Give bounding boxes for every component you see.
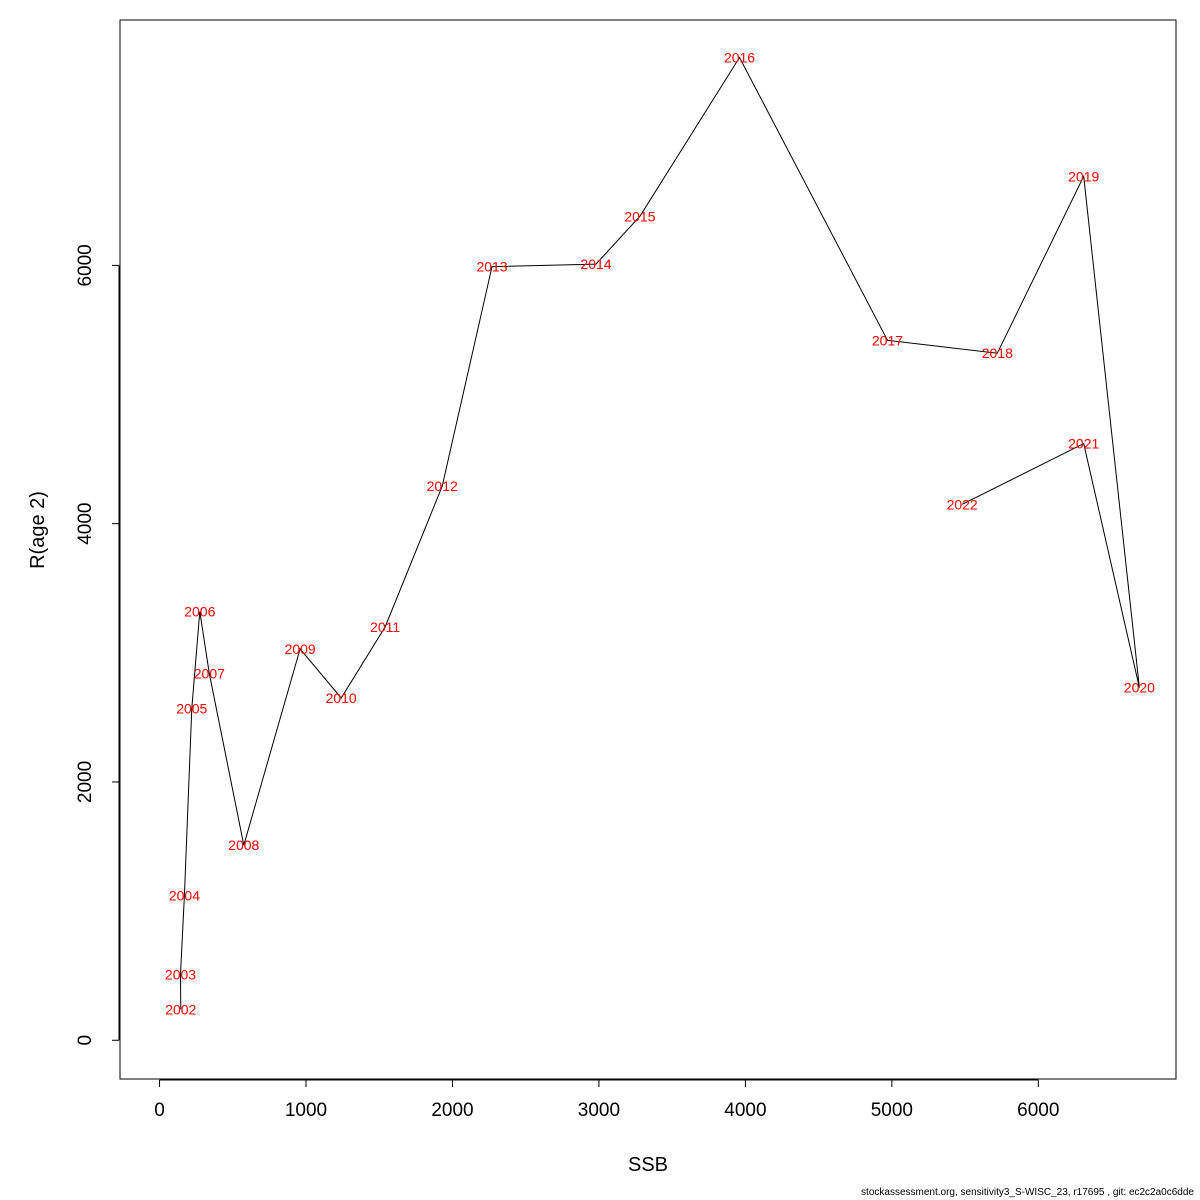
- y-tick-label: 4000: [75, 503, 96, 545]
- y-tick-label: 6000: [75, 244, 96, 286]
- point-label-2016: 2016: [724, 49, 755, 65]
- y-axis-title: R(age 2): [27, 491, 49, 569]
- point-label-2005: 2005: [176, 700, 207, 716]
- point-label-2014: 2014: [580, 256, 611, 272]
- point-label-2006: 2006: [184, 603, 215, 619]
- point-label-2009: 2009: [285, 641, 316, 657]
- x-tick-label: 6000: [1017, 1100, 1059, 1121]
- x-tick-label: 4000: [724, 1100, 766, 1121]
- point-label-2020: 2020: [1124, 680, 1155, 696]
- point-label-2019: 2019: [1068, 168, 1099, 184]
- x-axis-title: SSB: [628, 1154, 668, 1176]
- series-line: [179, 56, 1140, 1010]
- point-label-2018: 2018: [982, 345, 1013, 361]
- point-label-2002: 2002: [165, 1001, 196, 1017]
- point-label-2012: 2012: [427, 478, 458, 494]
- point-label-2010: 2010: [326, 690, 357, 706]
- y-axis: 0 2000 4000 6000: [75, 244, 120, 1046]
- y-tick-label: 0: [75, 1035, 96, 1046]
- x-tick-label: 0: [154, 1100, 165, 1121]
- x-tick-label: 3000: [578, 1100, 620, 1121]
- x-axis: 0 1000 2000 3000 4000 5000 6000: [154, 1079, 1059, 1121]
- x-tick-label: 1000: [285, 1100, 327, 1121]
- point-label-2017: 2017: [872, 332, 903, 348]
- point-label-2011: 2011: [370, 619, 400, 635]
- point-labels: 2002 2003 2004 2005 2006 2007 2008 2009 2010 2011…: [165, 49, 1155, 1017]
- point-label-2008: 2008: [228, 837, 259, 853]
- point-label-2003: 2003: [165, 966, 196, 982]
- point-label-2022: 2022: [947, 496, 978, 512]
- x-tick-label: 2000: [431, 1100, 473, 1121]
- point-label-2021: 2021: [1068, 436, 1099, 452]
- y-tick-label: 2000: [75, 761, 96, 803]
- x-tick-label: 5000: [871, 1100, 913, 1121]
- point-label-2004: 2004: [169, 888, 200, 904]
- point-label-2007: 2007: [194, 665, 225, 681]
- plot-frame: [119, 19, 1177, 1080]
- point-label-2013: 2013: [476, 259, 507, 275]
- point-label-2015: 2015: [624, 208, 655, 224]
- footer-credit: stockassessment.org, sensitivity3_S-WISC…: [861, 1187, 1194, 1198]
